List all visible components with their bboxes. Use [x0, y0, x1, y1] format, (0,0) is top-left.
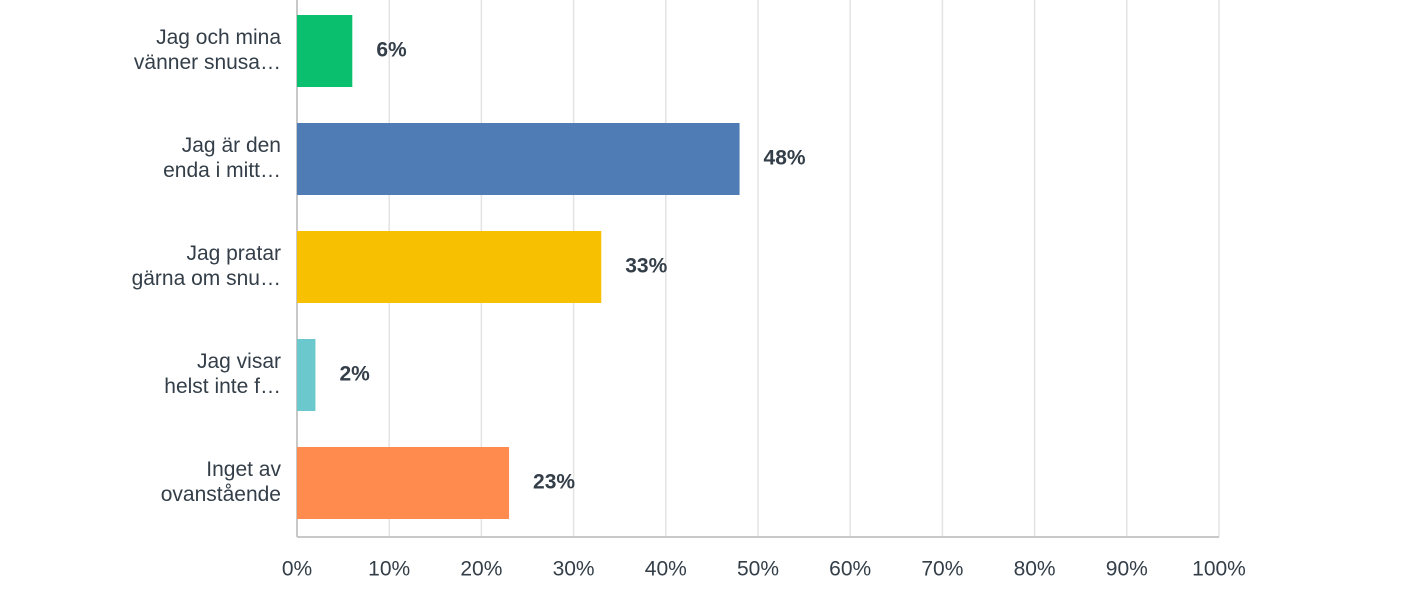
x-tick-label: 20%: [460, 558, 502, 581]
category-label: gärna om snu…: [132, 267, 281, 290]
value-label: 23%: [533, 471, 575, 494]
x-tick-label: 40%: [645, 558, 687, 581]
value-label: 33%: [625, 255, 667, 278]
value-label: 2%: [339, 363, 370, 386]
x-tick-label: 70%: [921, 558, 963, 581]
category-label: ovanstående: [161, 483, 281, 506]
x-tick-label: 10%: [368, 558, 410, 581]
bar: [297, 339, 316, 411]
x-tick-label: 60%: [829, 558, 871, 581]
category-label: Jag och mina: [156, 26, 281, 49]
category-label: enda i mitt…: [163, 159, 281, 182]
category-label: Inget av: [206, 458, 281, 481]
value-label: 6%: [376, 39, 407, 62]
bar: [297, 231, 602, 303]
bar: [297, 447, 510, 519]
x-tick-label: 0%: [282, 558, 312, 581]
x-tick-label: 80%: [1014, 558, 1056, 581]
x-tick-label: 50%: [737, 558, 779, 581]
category-label: vänner snusa…: [134, 51, 281, 74]
x-tick-label: 90%: [1106, 558, 1148, 581]
category-label: Jag pratar: [186, 242, 281, 265]
bar: [297, 15, 353, 87]
category-label: helst inte f…: [164, 375, 281, 398]
value-label: 48%: [764, 147, 806, 170]
x-tick-label: 100%: [1192, 558, 1246, 581]
x-tick-label: 30%: [553, 558, 595, 581]
category-label: Jag är den: [182, 134, 281, 157]
bar: [297, 123, 740, 195]
category-label: Jag visar: [197, 350, 281, 373]
